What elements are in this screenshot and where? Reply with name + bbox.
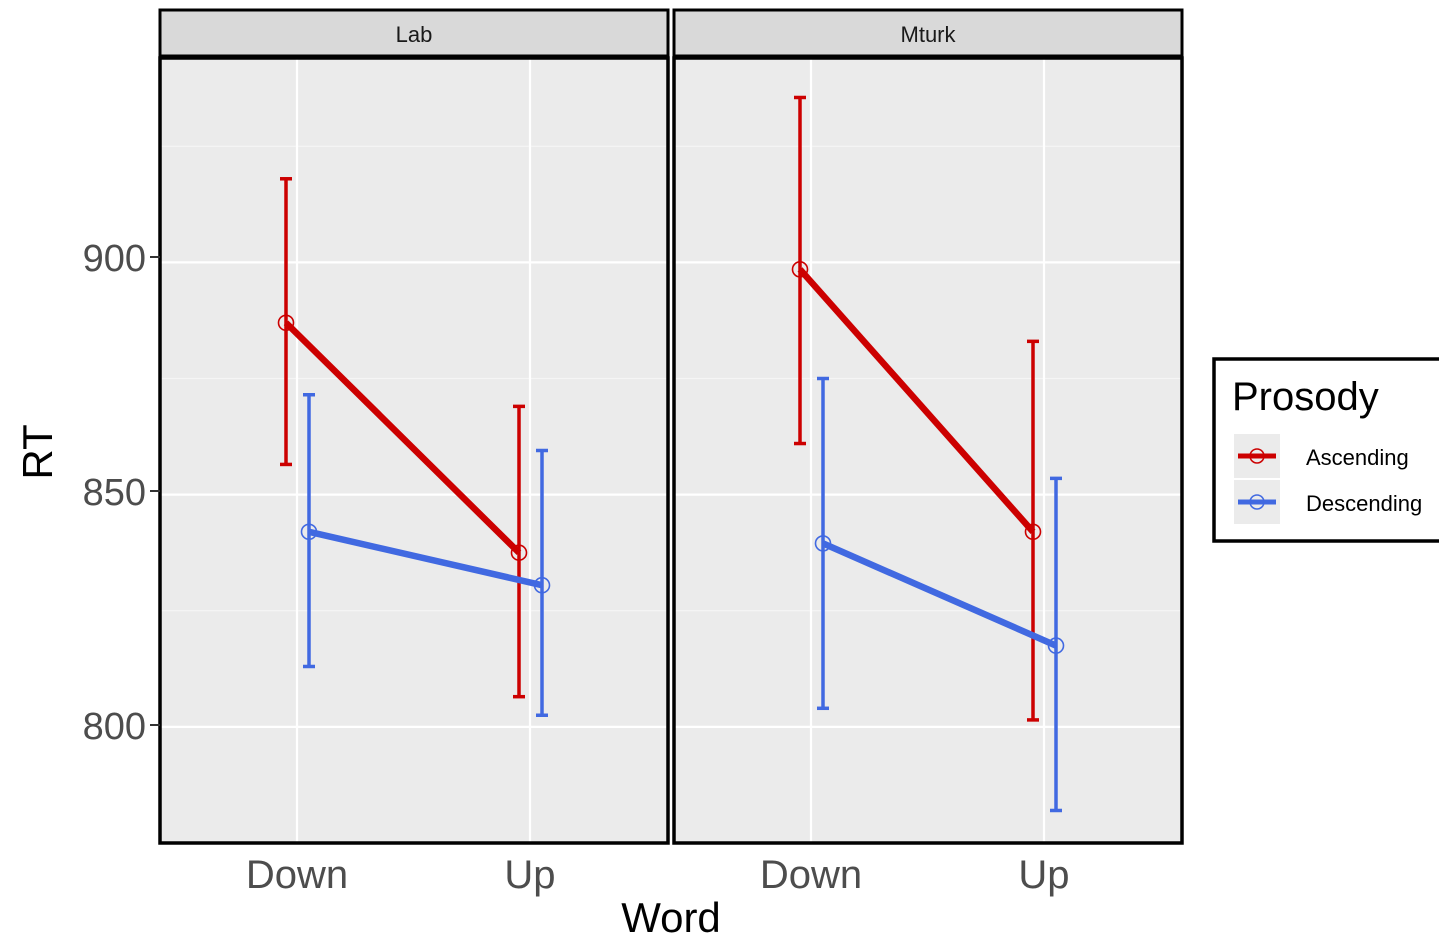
panel-mturk: Mturk: [672, 8, 1184, 845]
marks-lab: [277, 177, 551, 718]
x-axis: Down Up Down Up: [246, 853, 1070, 897]
point-descending: [300, 523, 318, 541]
legend-label-descending: Descending: [1306, 491, 1422, 516]
x-tick-label-mturk-down: Down: [760, 853, 862, 897]
y-tick-label: 850: [83, 472, 146, 514]
panel-lab: Lab: [158, 8, 670, 845]
strip-lab: [158, 8, 670, 58]
legend-item-ascending: Ascending: [1234, 434, 1409, 478]
y-axis-title: RT: [14, 424, 61, 479]
legend-label-ascending: Ascending: [1306, 445, 1409, 470]
panel-border-mturk: [672, 56, 1184, 845]
strip-label-lab: Lab: [396, 22, 433, 47]
marks-mturk: [791, 95, 1065, 813]
y-axis: 800 850 900: [83, 238, 160, 748]
series-line-ascending: [283, 320, 522, 556]
point-ascending: [791, 261, 809, 278]
x-tick-label-lab-down: Down: [246, 853, 348, 897]
plot-area-mturk: [674, 58, 1182, 843]
x-axis-title: Word: [621, 894, 721, 938]
legend: Prosody Ascending Descending: [1212, 357, 1439, 543]
point-ascending: [1024, 523, 1042, 541]
point-ascending: [277, 314, 295, 332]
series-line-descending: [308, 528, 543, 589]
gridlines-mturk: [674, 58, 1182, 844]
series-line-descending: [821, 540, 1058, 649]
legend-item-descending: Descending: [1234, 480, 1422, 524]
point-descending: [1047, 637, 1065, 654]
point-descending: [814, 535, 832, 552]
y-tick-label: 800: [83, 706, 146, 748]
point-descending: [533, 576, 551, 594]
strip-label-mturk: Mturk: [901, 22, 957, 47]
y-tick-label: 900: [83, 238, 146, 280]
point-ascending: [510, 544, 528, 561]
x-tick-label-mturk-up: Up: [1018, 853, 1069, 897]
x-tick-label-lab-up: Up: [504, 853, 555, 897]
strip-mturk: [672, 8, 1184, 58]
legend-title: Prosody: [1232, 375, 1379, 419]
legend-key-point-ascending: [1249, 448, 1265, 464]
gridlines-lab: [160, 58, 668, 844]
series-line-ascending: [797, 267, 1036, 534]
legend-key-point-descending: [1249, 494, 1265, 510]
panel-border-lab: [158, 56, 670, 845]
